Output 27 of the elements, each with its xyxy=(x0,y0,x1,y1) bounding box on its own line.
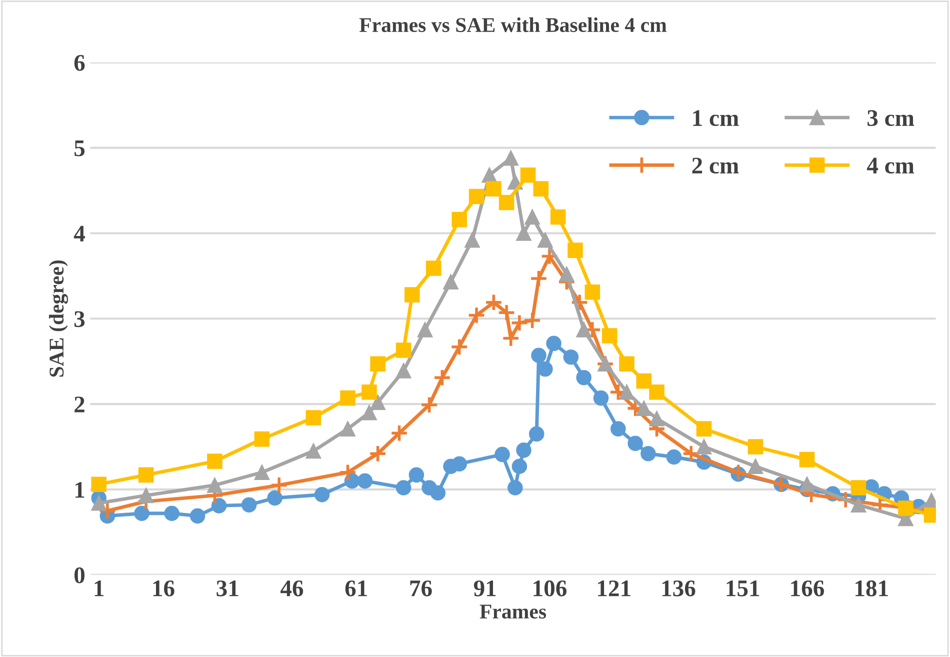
y-tick-label: 5 xyxy=(74,140,85,156)
y-tick-label: 2 xyxy=(74,396,84,412)
x-tick-label: 76 xyxy=(410,580,432,596)
y-axis-title: SAE (degree) xyxy=(48,260,68,377)
y-tick-label: 0 xyxy=(74,567,84,584)
y-tick-label: 1 xyxy=(75,482,84,498)
x-tick-label: 166 xyxy=(791,580,824,596)
legend-label: 3 cm xyxy=(868,110,914,126)
legend-label: 4 cm xyxy=(866,158,914,174)
chart-title: Frames vs SAE with Baseline 4 cm xyxy=(359,17,667,32)
x-tick-label: 91 xyxy=(474,580,496,596)
x-axis-title: Frames xyxy=(480,604,546,619)
y-tick-label: 3 xyxy=(74,311,85,328)
x-tick-label: 46 xyxy=(280,580,304,596)
x-tick-label: 136 xyxy=(662,580,696,596)
x-tick-label: 31 xyxy=(216,580,238,596)
x-tick-label: 106 xyxy=(534,580,566,596)
y-tick-label: 4 xyxy=(74,226,85,242)
x-tick-label: 1 xyxy=(94,580,104,596)
y-tick-label: 6 xyxy=(74,54,85,71)
x-tick-label: 181 xyxy=(856,580,888,596)
x-tick-label: 121 xyxy=(598,580,630,596)
x-tick-label: 16 xyxy=(153,580,174,596)
x-tick-label: 151 xyxy=(726,580,760,596)
legend-label: 1 cm xyxy=(693,110,739,126)
x-tick-label: 61 xyxy=(345,580,367,596)
legend-label: 2 cm xyxy=(692,158,739,174)
